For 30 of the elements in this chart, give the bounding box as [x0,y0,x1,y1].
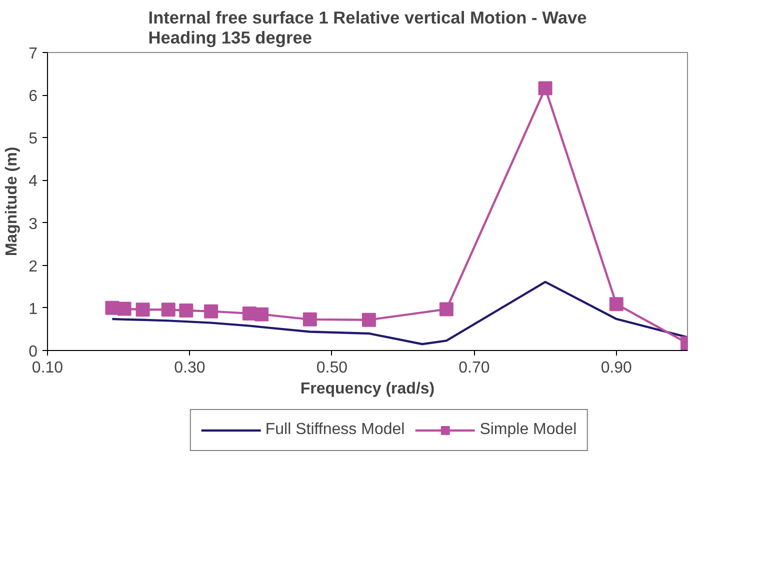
x-tick-label: 0.10 [32,360,64,376]
point [302,312,317,326]
y-tick-label: 5 [28,130,38,148]
point [179,303,194,318]
point [254,307,269,322]
x-tick-label: 0.50 [316,360,348,376]
y-axis-title: Magnitude (m) [4,146,21,256]
legend-label: Full Stiffness Model [265,421,405,439]
point [362,312,376,327]
point [136,302,150,317]
legend-label: Simple Model [480,421,577,439]
y-tick-label: 1 [28,300,38,318]
point [117,302,132,316]
x-tick-label: 0.90 [600,360,632,376]
point [105,300,120,315]
point [161,302,176,317]
point [439,302,454,316]
y-tick-label: 0 [28,344,38,360]
y-tick-label: 7 [28,46,38,62]
point [609,297,624,312]
x-tick-label: 0.30 [174,360,206,376]
point [204,304,218,318]
chart-title: Internal free surface 1 Relative vertical Motion - Wave Heading 135 degree [148,8,588,48]
point [538,81,552,96]
y-tick-label: 3 [28,216,38,233]
y-tick-label: 4 [28,173,38,190]
x-axis-title: Frequency (rad/s) [300,380,435,398]
x-tick-label: 0.70 [458,360,490,376]
y-tick-label: 6 [28,88,38,106]
y-tick-label: 2 [28,258,38,276]
